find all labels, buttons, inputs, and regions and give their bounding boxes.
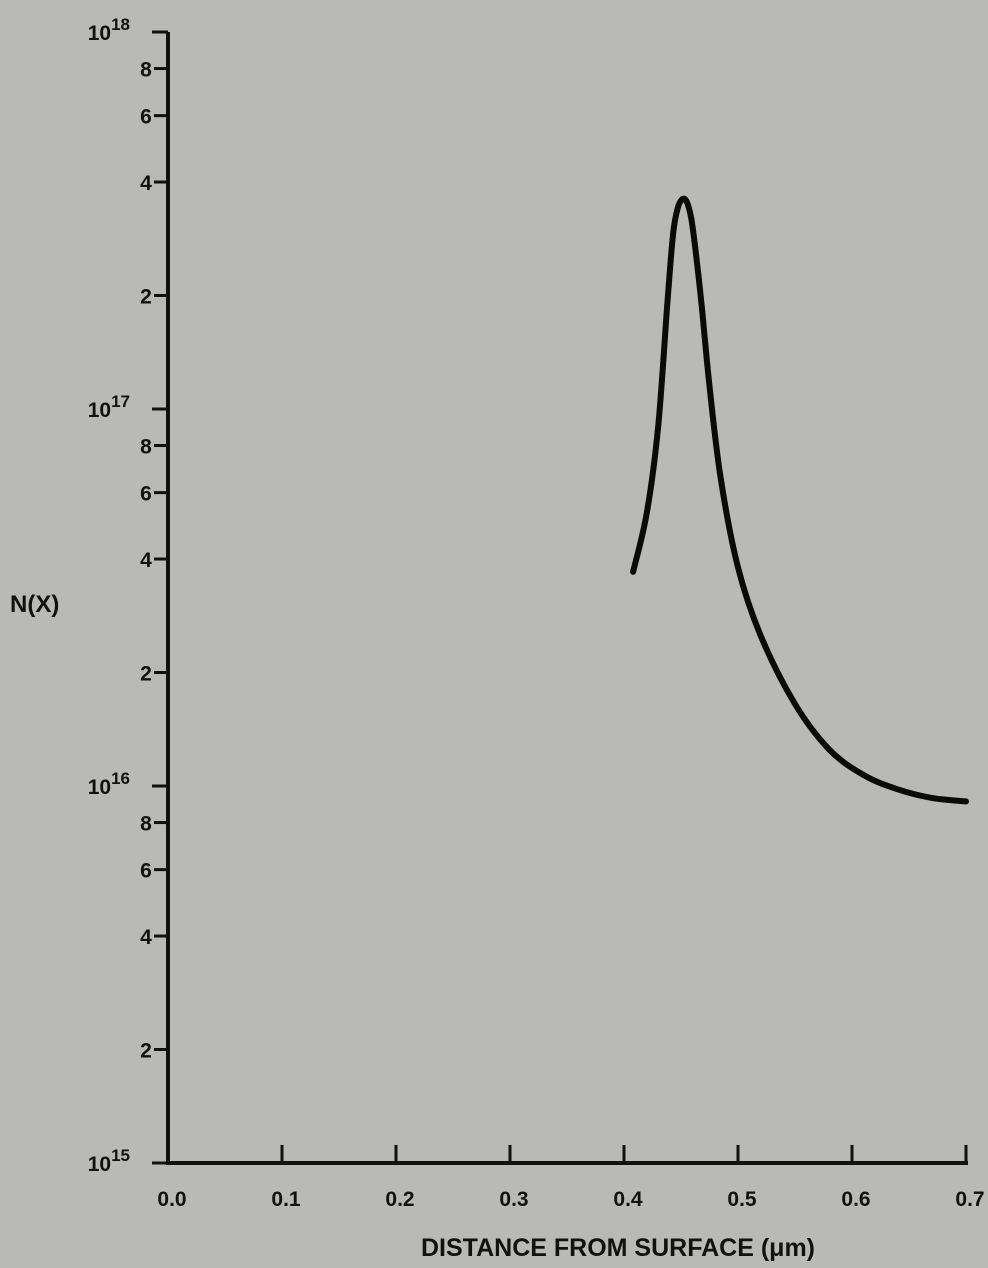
y-minor-label: 6 <box>140 106 152 129</box>
x-tick-label: 0.2 <box>385 1188 414 1211</box>
x-tick-label: 0.6 <box>841 1188 870 1211</box>
x-tick-label: 0.1 <box>271 1188 301 1211</box>
y-minor-label: 4 <box>140 926 152 949</box>
y-minor-label: 8 <box>140 813 152 836</box>
series-line <box>630 195 969 805</box>
y-decade-label: 1016 <box>88 769 130 799</box>
y-minor-label: 2 <box>140 1040 152 1063</box>
y-minor-label: 2 <box>140 663 152 686</box>
y-axis-label: N(X) <box>10 591 59 618</box>
y-minor-label: 6 <box>140 860 152 883</box>
x-tick-label: 0.5 <box>727 1188 757 1211</box>
x-axis-label: DISTANCE FROM SURFACE (μm) <box>421 1234 815 1262</box>
y-minor-label: 4 <box>140 549 152 572</box>
x-tick-label: 0.7 <box>955 1188 984 1211</box>
y-minor-label: 8 <box>140 59 152 82</box>
y-decade-label: 1015 <box>88 1146 130 1176</box>
axes <box>166 32 968 1165</box>
x-tick-label: 0.0 <box>157 1188 186 1211</box>
series-layer <box>630 195 969 805</box>
ticks: 0.0 0.1 0.2 0.3 0.4 0.5 0.6 0.7 1015 1016 1017 1018… <box>88 15 985 1211</box>
y-decade-label: 1018 <box>88 15 130 45</box>
x-tick-label: 0.4 <box>613 1188 643 1211</box>
y-decade-label: 1017 <box>88 392 130 422</box>
y-minor-label: 8 <box>140 436 152 459</box>
x-tick-label: 0.3 <box>499 1188 528 1211</box>
y-minor-label: 6 <box>140 483 152 506</box>
y-minor-label: 4 <box>140 172 152 195</box>
y-minor-label: 2 <box>140 286 152 309</box>
